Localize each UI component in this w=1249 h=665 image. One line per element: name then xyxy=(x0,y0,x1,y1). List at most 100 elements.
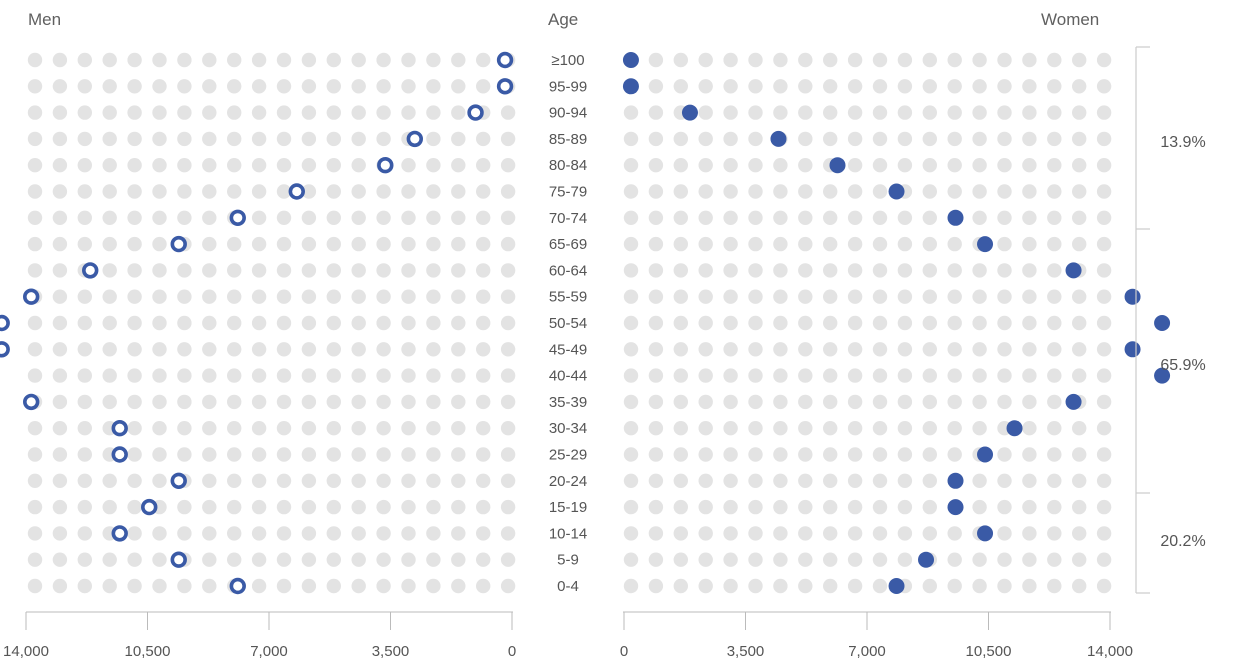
grid-dot xyxy=(1047,526,1062,541)
grid-dot xyxy=(52,526,68,541)
grid-dot xyxy=(997,263,1012,278)
grid-dot xyxy=(823,552,838,567)
grid-dot xyxy=(997,79,1012,94)
grid-dot xyxy=(251,236,267,252)
grid-dot xyxy=(426,131,441,147)
grid-dot xyxy=(623,499,639,515)
grid-dot xyxy=(773,184,788,199)
grid-dot xyxy=(947,289,962,304)
grid-dot xyxy=(897,368,913,383)
grid-dot xyxy=(351,131,366,147)
grid-dot xyxy=(897,447,913,462)
grid-dot xyxy=(251,158,267,173)
grid-dot xyxy=(276,210,292,225)
grid-dot xyxy=(798,394,813,410)
women-point xyxy=(1006,420,1023,437)
grid-dot xyxy=(127,368,142,383)
grid-dot xyxy=(102,263,117,278)
grid-dot xyxy=(872,184,888,199)
grid-dot xyxy=(897,236,913,252)
grid-dot xyxy=(102,578,117,594)
grid-dot xyxy=(227,499,242,515)
grid-dot xyxy=(376,79,391,94)
grid-dot xyxy=(673,578,688,594)
grid-dot xyxy=(1022,184,1037,199)
grid-dot xyxy=(326,210,341,225)
grid-dot xyxy=(251,263,267,278)
grid-dot xyxy=(823,79,838,94)
grid-dot xyxy=(77,578,93,594)
grid-dot xyxy=(426,473,441,488)
grid-dot xyxy=(673,210,688,225)
grid-dot xyxy=(723,184,738,199)
women-point xyxy=(1124,341,1141,358)
grid-dot xyxy=(276,342,292,357)
grid-dot xyxy=(997,499,1012,515)
grid-dot xyxy=(52,236,68,252)
grid-dot xyxy=(500,236,516,252)
grid-dot xyxy=(773,289,788,304)
grid-dot xyxy=(301,473,317,488)
grid-dot xyxy=(476,184,491,199)
grid-dot xyxy=(27,131,43,147)
grid-dot xyxy=(77,447,93,462)
grid-dot xyxy=(723,79,738,94)
grid-dot xyxy=(476,447,491,462)
grid-dot xyxy=(177,315,192,331)
grid-dot xyxy=(426,289,441,304)
grid-dot xyxy=(673,236,688,252)
grid-dot xyxy=(897,79,913,94)
grid-dot xyxy=(1047,421,1062,436)
grid-dot xyxy=(1047,263,1062,278)
grid-dot xyxy=(77,131,93,147)
grid-dot xyxy=(623,263,639,278)
grid-dot xyxy=(301,131,317,147)
grid-dot xyxy=(698,368,713,383)
grid-dot xyxy=(648,236,664,252)
grid-dot xyxy=(847,368,863,383)
grid-dot xyxy=(52,289,68,304)
grid-dot xyxy=(52,263,68,278)
grid-dot xyxy=(202,210,217,225)
age-label: ≥100 xyxy=(551,52,584,69)
grid-dot xyxy=(673,289,688,304)
men-point xyxy=(377,157,394,174)
grid-dot xyxy=(798,131,813,147)
grid-dot xyxy=(1022,158,1037,173)
grid-dot xyxy=(847,289,863,304)
grid-dot xyxy=(251,184,267,199)
grid-dot xyxy=(947,342,962,357)
grid-dot xyxy=(152,105,167,120)
grid-dot xyxy=(972,315,987,331)
grid-dot xyxy=(947,578,962,594)
grid-dot xyxy=(773,52,788,68)
grid-dot xyxy=(972,552,987,567)
grid-dot xyxy=(326,158,341,173)
grid-dot xyxy=(823,342,838,357)
grid-dot xyxy=(326,342,341,357)
grid-dot xyxy=(27,447,43,462)
grid-dot xyxy=(351,552,366,567)
grid-dot xyxy=(276,421,292,436)
grid-dot xyxy=(748,447,763,462)
grid-dot xyxy=(648,263,664,278)
grid-dot xyxy=(376,131,391,147)
grid-dot xyxy=(227,447,242,462)
grid-dot xyxy=(673,447,688,462)
grid-dot xyxy=(401,368,416,383)
grid-dot xyxy=(1047,368,1062,383)
grid-dot xyxy=(251,499,267,515)
grid-dot xyxy=(376,447,391,462)
grid-dot xyxy=(276,79,292,94)
grid-dot xyxy=(127,447,142,462)
grid-dot xyxy=(872,52,888,68)
grid-dot xyxy=(102,105,117,120)
grid-dot xyxy=(648,394,664,410)
grid-dot xyxy=(152,447,167,462)
grid-dot xyxy=(451,473,466,488)
grid-dot xyxy=(500,131,516,147)
women-tick-label: 14,000 xyxy=(1087,643,1133,660)
grid-dot xyxy=(127,342,142,357)
grid-dot xyxy=(847,342,863,357)
